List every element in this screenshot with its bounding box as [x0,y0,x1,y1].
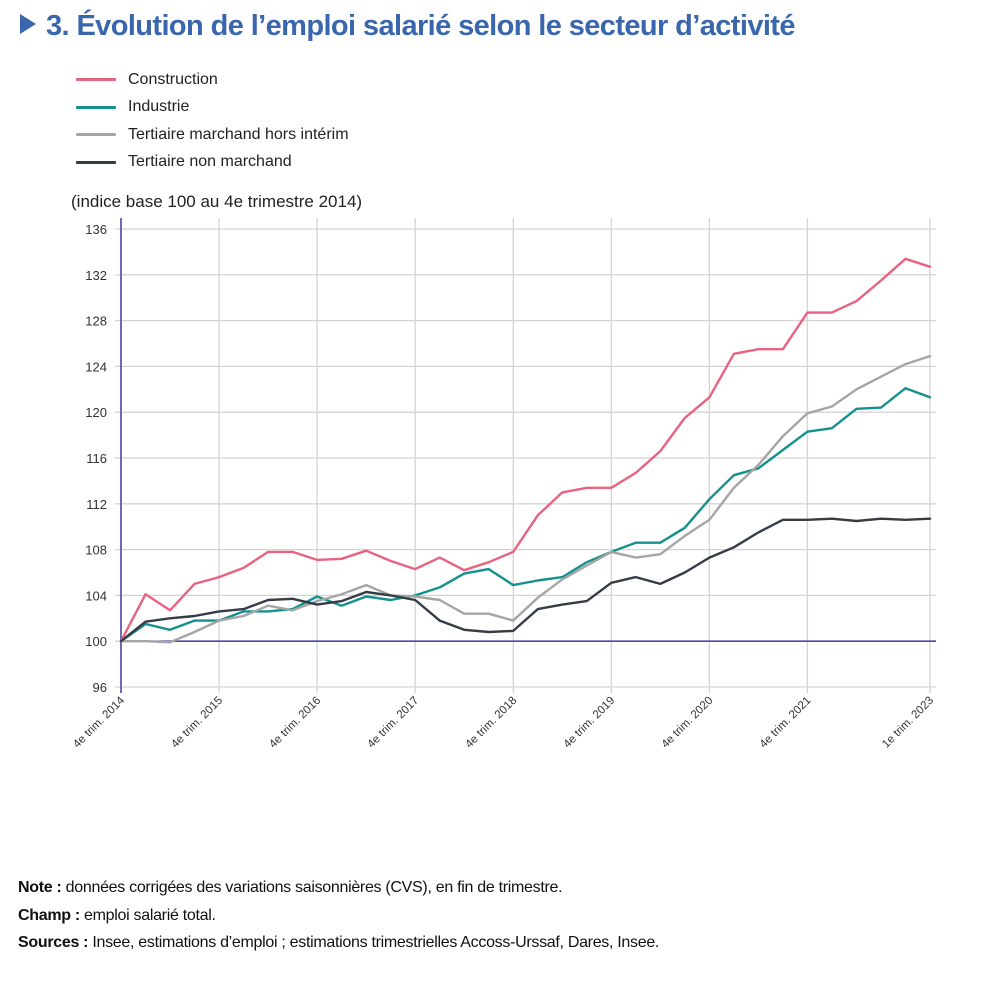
champ-line: Champ : emploi salarié total. [18,902,659,930]
note-text: données corrigées des variations saisonn… [61,879,563,896]
y-tick-label: 104 [85,588,107,603]
tick-labels: 96 100 104 108 112 116 120 124 128 132 136 4e trim.… [71,222,936,751]
chart-title-text: 3. Évolution de l’emploi salarié selon l… [46,10,795,42]
series-line-construction [119,257,932,643]
triangle-bullet-icon [20,14,36,34]
legend-swatch-tertiaire-marchand [76,133,116,137]
line-chart: 96 100 104 108 112 116 120 124 128 132 136 4e trim.… [71,218,936,751]
x-tick-label: 4e trim. 2014 [71,694,127,750]
series-line-tertiaire-marchand-hors-interim [119,354,932,644]
y-tick-label: 128 [85,314,107,329]
legend-label: Construction [128,70,218,88]
y-tick-label: 112 [86,497,107,512]
champ-label: Champ : [18,906,80,924]
x-tick-label: 4e trim. 2018 [463,695,519,751]
y-axis-unit-label: (indice base 100 au 4e trimestre 2014) [71,192,363,211]
legend-label: Tertiaire non marchand [128,153,292,171]
x-tick-label: 4e trim. 2020 [660,695,716,751]
x-tick-label: 4e trim. 2021 [758,695,814,751]
series-line-industrie [119,386,932,643]
legend-item-construction: Construction [76,66,349,94]
legend-item-tertiaire-marchand: Tertiaire marchand hors intérim [76,121,349,149]
sources-text: Insee, estimations d’emploi ; estimation… [88,934,660,951]
series-line-tertiaire-non-marchand [119,517,932,643]
note-label: Note : [18,879,62,896]
y-tick-label: 108 [85,543,107,558]
legend-item-tertiaire-non-marchand: Tertiaire non marchand [76,149,349,177]
champ-text: emploi salarié total. [79,906,216,924]
chart-title: 3. Évolution de l’emploi salarié selon l… [20,10,795,43]
y-tick-label: 124 [85,359,107,374]
x-tick-label: 4e trim. 2017 [365,695,421,751]
chart-notes: Note : données corrigées des variations … [18,874,659,957]
y-tick-label: 116 [86,451,107,466]
y-tick-label: 132 [85,268,107,283]
legend-swatch-industrie [76,105,116,109]
y-tick-label: 100 [85,634,107,649]
y-tick-label: 120 [85,405,107,420]
x-tick-label: 4e trim. 2019 [561,695,617,751]
legend-label: Tertiaire marchand hors intérim [128,125,349,143]
grid [115,218,936,693]
sources-label: Sources : [18,934,89,951]
legend-swatch-tertiaire-non-marchand [76,160,116,164]
axes [120,218,936,693]
y-tick-label: 96 [93,680,107,695]
series-lines [119,257,932,644]
y-tick-label: 136 [85,222,107,237]
legend: Construction Industrie Tertiaire marchan… [76,66,349,176]
note-line: Note : données corrigées des variations … [18,874,659,902]
x-tick-label: 4e trim. 2015 [169,695,225,751]
sources-line: Sources : Insee, estimations d’emploi ; … [18,929,659,957]
legend-swatch-construction [76,78,116,82]
legend-item-industrie: Industrie [76,94,349,122]
x-tick-label: 4e trim. 2016 [267,695,323,751]
x-tick-label: 1e trim. 2023 [880,695,936,751]
legend-label: Industrie [128,98,190,116]
